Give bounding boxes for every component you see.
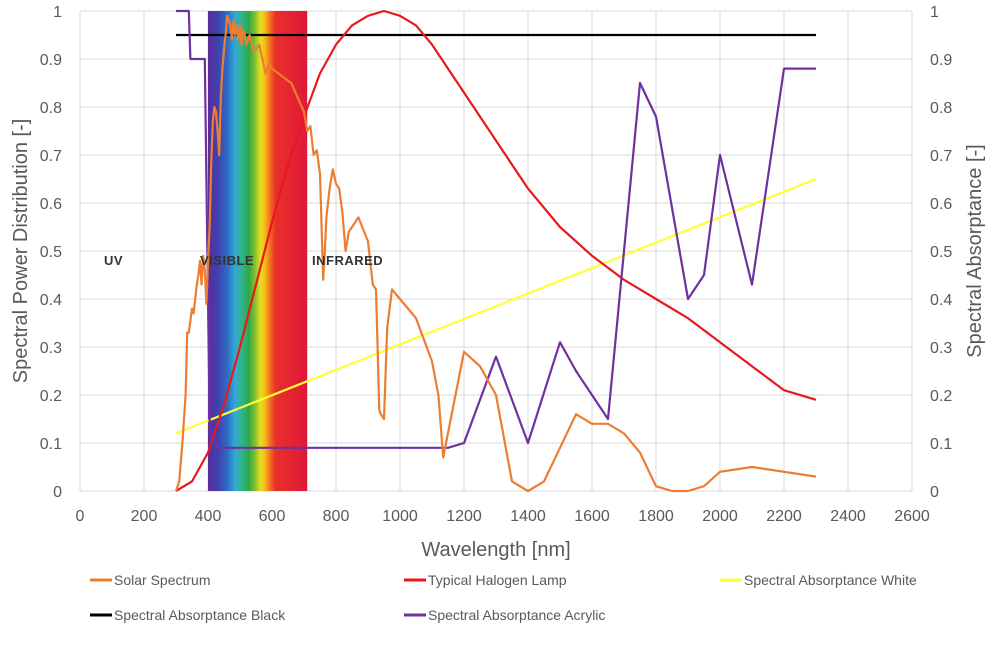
series-lines: [174, 9, 817, 493]
y-tick-label: 0: [53, 484, 62, 501]
y-tick-label: 0.2: [40, 388, 62, 405]
y-tick-label: 0.1: [40, 436, 62, 453]
legend: Solar Spectrum Typical Halogen Lamp Spectr…: [90, 572, 917, 623]
legend-label-spectral-absorptance-white: Spectral Absorptance White: [744, 572, 917, 588]
y2-axis-title: Spectral Absorptance [-]: [964, 144, 986, 357]
y-tick-label: 0.3: [40, 340, 62, 357]
y-tick-label: 0.5: [40, 244, 62, 261]
y2-tick-label: 0.2: [930, 388, 952, 405]
x-tick-label: 2400: [830, 508, 866, 525]
x-tick-label: 400: [195, 508, 222, 525]
y-tick-label: 0.8: [40, 100, 62, 117]
x-tick-label: 800: [323, 508, 350, 525]
y2-tick-label: 0.6: [930, 196, 952, 213]
y2-tick-label: 0.5: [930, 244, 952, 261]
series-line-spectral-absorptance-acrylic: [176, 9, 816, 449]
gridlines: [79, 10, 913, 492]
x-tick-label: 1200: [446, 508, 482, 525]
y-tick-label: 0.6: [40, 196, 62, 213]
x-tick-label: 2000: [702, 508, 738, 525]
legend-label-typical-halogen-lamp: Typical Halogen Lamp: [428, 572, 567, 588]
y-tick-label: 0.7: [40, 148, 62, 165]
y2-tick-label: 0: [930, 484, 939, 501]
x-tick-label: 0: [76, 508, 85, 525]
region-label-visible: VISIBLE: [200, 253, 254, 268]
visible-spectrum-band: [208, 11, 308, 491]
y-tick-label: 1: [53, 4, 62, 21]
y-axis-title: Spectral Power Distribution [-]: [10, 119, 32, 384]
series-line-spectral-absorptance-white: [175, 177, 817, 435]
legend-label-spectral-absorptance-black: Spectral Absorptance Black: [114, 607, 286, 623]
x-tick-label: 2200: [766, 508, 802, 525]
legend-label-solar-spectrum: Solar Spectrum: [114, 572, 210, 588]
x-tick-label: 1000: [382, 508, 418, 525]
x-tick-label: 1400: [510, 508, 546, 525]
x-tick-label: 1800: [638, 508, 674, 525]
series-line-solar-spectrum: [174, 14, 817, 493]
y2-tick-label: 0.8: [930, 100, 952, 117]
x-tick-label: 600: [259, 508, 286, 525]
series-line-typical-halogen-lamp: [175, 9, 817, 492]
y-tick-label: 0.4: [40, 292, 62, 309]
region-label-uv: UV: [104, 253, 123, 268]
x-tick-label: 200: [131, 508, 158, 525]
y2-tick-label: 0.1: [930, 436, 952, 453]
x-tick-label: 2600: [894, 508, 930, 525]
x-axis-title: Wavelength [nm]: [421, 539, 570, 561]
y2-tick-label: 0.9: [930, 52, 952, 69]
y2-tick-label: 0.3: [930, 340, 952, 357]
x-tick-label: 1600: [574, 508, 610, 525]
y2-tick-label: 0.7: [930, 148, 952, 165]
y2-tick-label: 0.4: [930, 292, 952, 309]
y-tick-label: 0.9: [40, 52, 62, 69]
y2-tick-label: 1: [930, 4, 939, 21]
region-label-infrared: INFRARED: [312, 253, 383, 268]
axis-ticks: UV VISIBLE INFRARED 0 200 400 600 800 1000 1200 14…: [40, 4, 953, 525]
legend-label-spectral-absorptance-acrylic: Spectral Absorptance Acrylic: [428, 607, 605, 623]
